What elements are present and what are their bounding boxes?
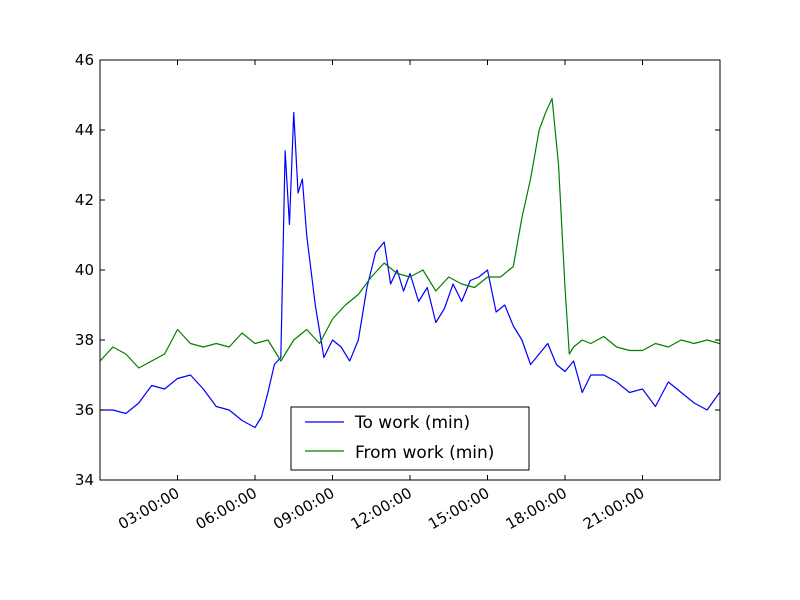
x-tick-label: 09:00:00 bbox=[270, 484, 337, 533]
series-layer bbox=[99, 97, 721, 429]
y-tick-label: 34 bbox=[75, 471, 94, 489]
x-tick-label: 06:00:00 bbox=[193, 484, 260, 533]
y-tick-label: 44 bbox=[75, 121, 94, 139]
legend-label-from-work: From work (min) bbox=[355, 443, 494, 463]
x-tick-label: 21:00:00 bbox=[580, 484, 647, 533]
y-tick-label: 46 bbox=[75, 51, 94, 69]
y-tick-label: 40 bbox=[75, 261, 94, 279]
legend-label-to-work: To work (min) bbox=[354, 413, 470, 433]
y-axis: 34 36 38 40 42 44 46 bbox=[75, 51, 720, 489]
y-tick-label: 42 bbox=[75, 191, 94, 209]
x-tick-label: 03:00:00 bbox=[115, 484, 182, 533]
x-tick-label: 18:00:00 bbox=[503, 484, 570, 533]
legend-box bbox=[290, 406, 530, 471]
y-tick-label: 36 bbox=[75, 401, 94, 419]
series-line-to-work bbox=[100, 111, 721, 429]
x-tick-label: 12:00:00 bbox=[348, 484, 415, 533]
legend: To work (min) From work (min) bbox=[290, 406, 530, 471]
x-tick-label: 15:00:00 bbox=[425, 484, 492, 533]
series-line-from-work bbox=[99, 97, 720, 369]
y-tick-label: 38 bbox=[75, 331, 94, 349]
